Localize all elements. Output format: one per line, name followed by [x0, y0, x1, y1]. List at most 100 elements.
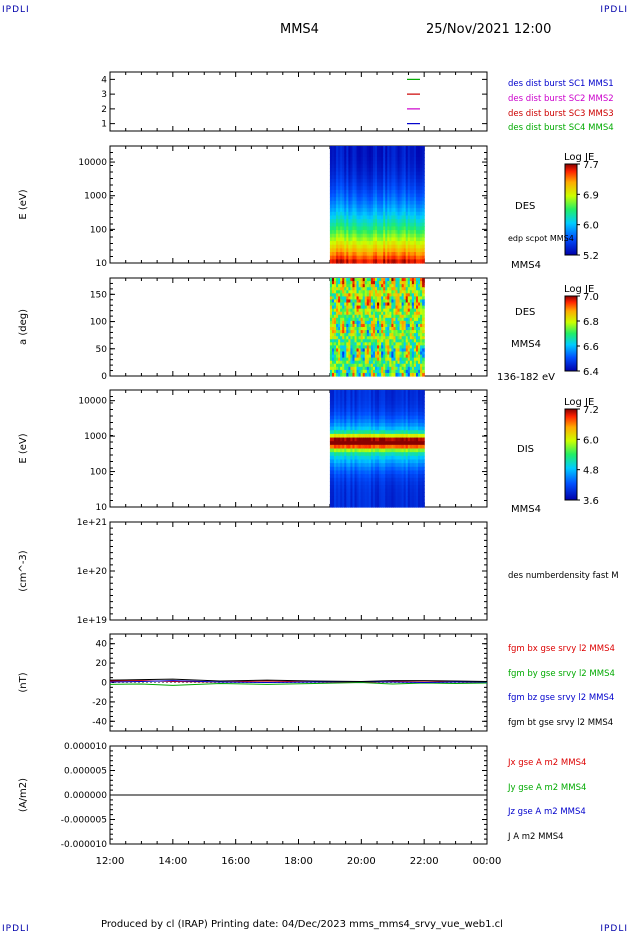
panel-4-frame: [109, 389, 488, 508]
panel-2-minor-ticks: [110, 152, 487, 257]
panel-4-y-ticks: 10 100 1000 10000: [78, 397, 487, 513]
colorbar-tick-label: 5.2: [583, 251, 599, 262]
panel-1-legend-3: des dist burst SC3 MMS3: [508, 109, 614, 119]
panel-3-y-tick-label: 150: [90, 290, 107, 300]
panel-4-y-tick-label: 1000: [84, 432, 107, 442]
panel-6-y-tick-label: 40: [96, 640, 108, 650]
panel-6-time-ticks: [109, 634, 488, 731]
panel-6-legend-by: fgm by gse srvy l2 MMS4: [508, 669, 615, 679]
panel-5-minor-ticks: [110, 527, 487, 615]
colorbar-tick-label: 6.6: [583, 342, 599, 353]
time-tick-label: 12:00: [96, 856, 125, 867]
panel-7-y-axis-label: (A/m2): [18, 778, 29, 812]
panel-1-y-tick-label: 1: [101, 120, 107, 130]
panel-3-y-axis-label: a (deg): [18, 309, 29, 345]
corner-label-top-right: IPDLI: [600, 5, 628, 15]
panel-4-spectrogram: [329, 390, 425, 508]
panel-1-y-tick-label: 3: [101, 90, 107, 100]
panel-2-spectrogram: [329, 146, 425, 264]
datetime-title: 25/Nov/2021 12:00: [426, 22, 552, 37]
panel-2-y-tick-label: 1000: [84, 192, 107, 202]
panel-4-right-label-spacecraft: MMS4: [511, 504, 541, 515]
panel-1-frame: [109, 71, 488, 132]
panel-6-y-tick-label: 0: [101, 679, 107, 689]
panel-7-legend-jy: Jy gse A m2 MMS4: [507, 783, 586, 793]
panel-4-colorbar: Log JE7.2 6.0 4.8 3.6: [564, 397, 599, 507]
panel-5-y-tick-label: 1e+21: [77, 518, 107, 528]
panel-6-series-by: [109, 681, 488, 686]
panel-7-time-ticks: [109, 746, 488, 844]
time-tick-label: 22:00: [410, 856, 439, 867]
panel-3-y-ticks: 0 50 100 150: [90, 290, 487, 382]
panel-3-y-tick-label: 100: [90, 318, 107, 328]
panel-2-y-tick-label: 100: [90, 225, 107, 235]
panel-7-y-tick-label: 0.000010: [64, 742, 107, 752]
time-axis-labels: 12:00 14:00 16:00 18:00 20:00 22:00 00:00: [96, 856, 502, 867]
panel-4-y-tick-label: 10000: [78, 397, 107, 407]
colorbar-tick-label: 6.4: [583, 367, 599, 378]
panel-4-y-tick-label: 10: [96, 503, 108, 513]
panel-6-legend-bt: fgm bt gse srvy l2 MMS4: [508, 718, 613, 728]
panel-6-y-tick-label: 20: [96, 659, 108, 669]
panel-3-y-tick-label: 50: [96, 345, 108, 355]
panel-3-minor-ticks: [110, 282, 487, 372]
panel-1-y-tick-label: 4: [101, 75, 107, 85]
panel-4-right-label-instrument: DIS: [517, 444, 534, 455]
panel-2-right-label-scpot: edp scpot MMS4: [508, 234, 574, 243]
panel-2-colorbar: Log JE7.7 6.9 6.0 5.2: [564, 152, 599, 262]
panel-5-y-axis-label: (cm^-3): [18, 550, 29, 591]
panel-3-y-tick-label: 0: [101, 372, 107, 382]
panel-1-y-tick-label: 2: [101, 105, 107, 115]
colorbar-title: Log JE: [564, 284, 594, 295]
panel-2-frame: [109, 145, 488, 264]
panel-1-legend-4: des dist burst SC4 MMS4: [508, 123, 614, 133]
colorbar-tick-label: 4.8: [583, 466, 599, 477]
colorbar-gradient: [564, 163, 578, 256]
panel-5-y-tick-label: 1e+19: [77, 616, 108, 626]
panel-7-y-tick-label: 0.000000: [64, 791, 107, 801]
colorbar-tick-label: 3.6: [583, 496, 599, 507]
panel-7-legend-j: J A m2 MMS4: [507, 832, 564, 842]
panel-6-series-bt: [109, 678, 488, 683]
panel-4-time-ticks: [109, 390, 488, 507]
panel-4-y-tick-label: 100: [90, 468, 107, 478]
panel-3-right-label-instrument: DES: [515, 307, 535, 318]
colorbar-tick-label: 7.0: [583, 292, 599, 303]
colorbar-tick-label: 7.7: [583, 160, 599, 171]
panel-7-legend-jz: Jz gse A m2 MMS4: [507, 807, 586, 817]
panel-2-y-tick-label: 10: [96, 259, 108, 269]
time-tick-label: 18:00: [284, 856, 313, 867]
panel-1-legend-1: des dist burst SC1 MMS1: [508, 79, 614, 89]
colorbar-title: Log JE: [564, 152, 594, 163]
panel-6-series-bz: [109, 680, 487, 684]
colorbar-tick-label: 6.8: [583, 317, 599, 328]
corner-label-bottom-right: IPDLI: [600, 924, 628, 934]
panel-2-right-label-instrument: DES: [515, 201, 535, 212]
panel-1-legend-2: des dist burst SC2 MMS2: [508, 94, 614, 104]
panel-7-y-ticks: -0.000010 -0.000005 0.000000 0.000005 0.0000…: [61, 742, 487, 850]
panel-4-y-axis-label: E (eV): [18, 433, 29, 463]
spacecraft-title: MMS4: [280, 22, 319, 37]
time-tick-label: 00:00: [473, 856, 502, 867]
corner-label-bottom-left: IPDLI: [2, 924, 30, 934]
panel-3-colorbar: Log JE7.0 6.8 6.6 6.4: [564, 284, 599, 378]
time-tick-label: 20:00: [347, 856, 376, 867]
colorbar-tick-label: 6.0: [583, 221, 599, 232]
panel-6-legend-bz: fgm bz gse srvy l2 MMS4: [508, 693, 614, 703]
time-tick-label: 16:00: [221, 856, 250, 867]
panel-5-y-tick-label: 1e+20: [77, 567, 108, 577]
panel-3-frame: [109, 277, 488, 377]
panel-6-y-tick-label: -20: [92, 698, 107, 708]
colorbar-gradient: [564, 408, 578, 501]
panel-7-y-tick-label: -0.000005: [61, 816, 107, 826]
footer-credits: Produced by cl (IRAP) Printing date: 04/…: [101, 919, 503, 930]
panel-5-frame: [109, 521, 488, 621]
panel-5-y-ticks: 1e+19 1e+20 1e+21: [77, 518, 487, 626]
colorbar-tick-label: 6.9: [583, 190, 599, 201]
panel-6-y-axis-label: (nT): [18, 672, 29, 692]
panel-2-time-ticks: [109, 146, 488, 263]
panel-3-time-ticks: [109, 278, 488, 376]
time-tick-label: 14:00: [158, 856, 187, 867]
colorbar-gradient: [564, 295, 578, 372]
